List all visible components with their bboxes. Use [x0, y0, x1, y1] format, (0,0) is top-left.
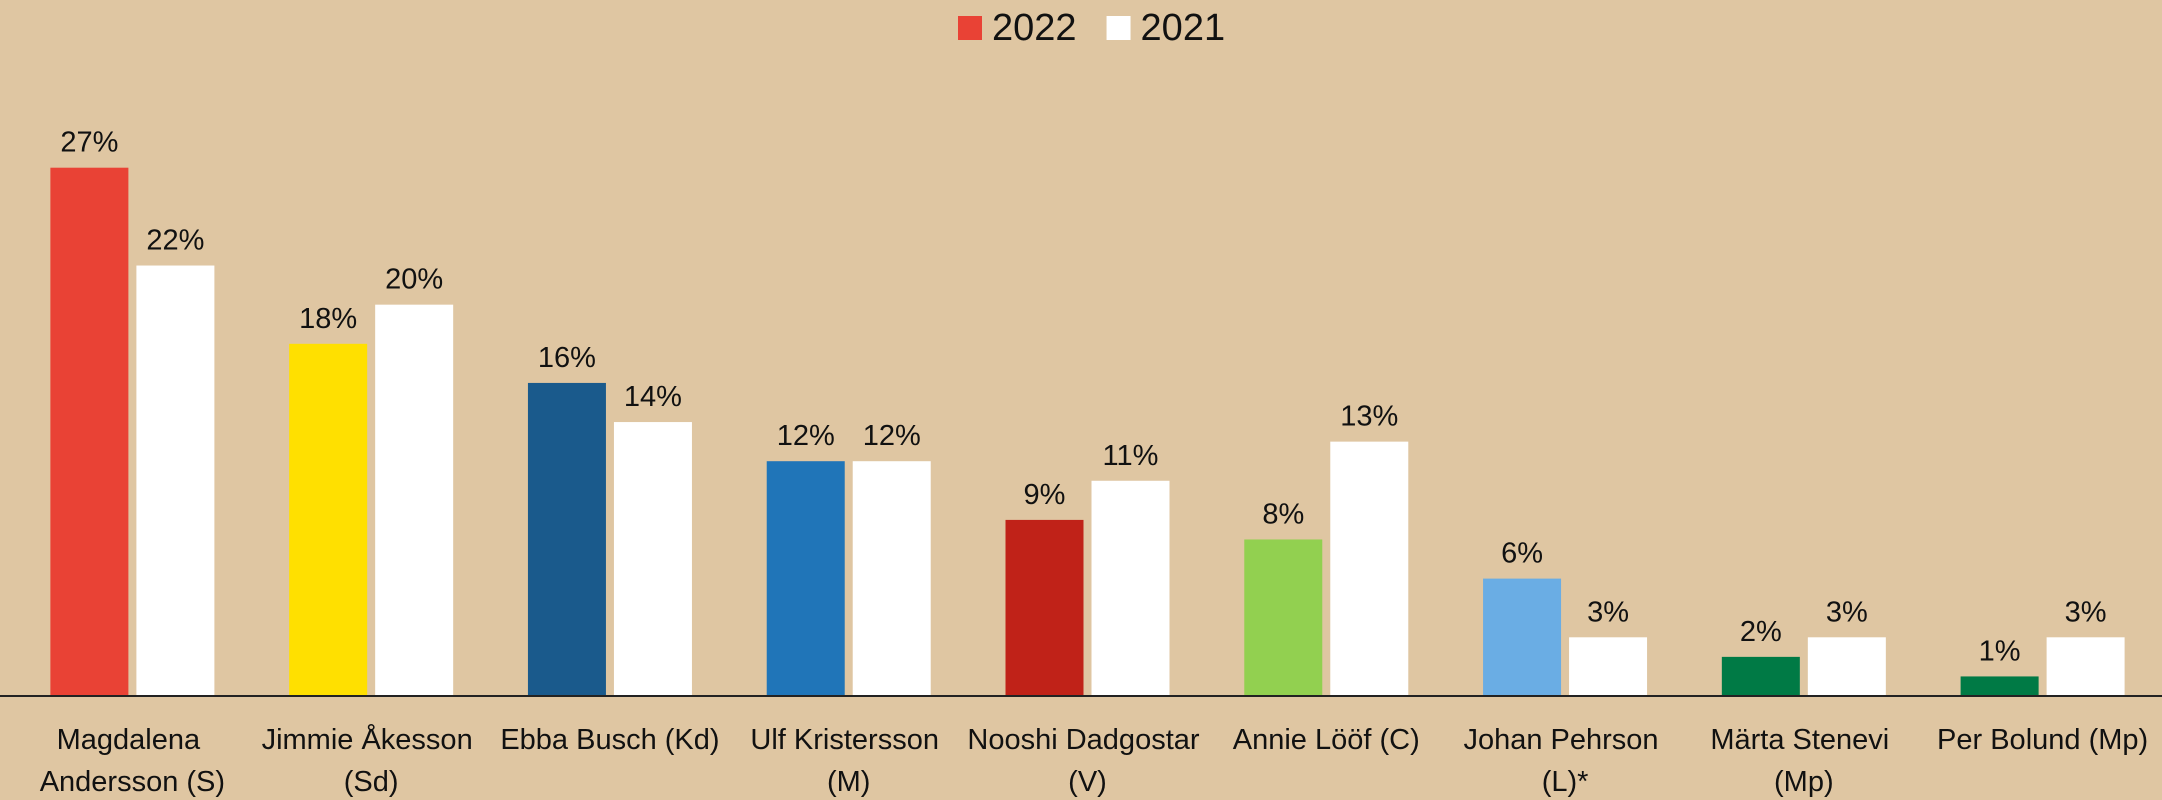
x-tick-label: Johan Pehrson (L)* — [1463, 724, 1666, 798]
data-label: 18% — [299, 303, 357, 335]
bar — [289, 343, 368, 696]
data-label: 3% — [2065, 596, 2107, 628]
x-tick-label: Jimmie Åkesson (Sd) — [262, 723, 481, 798]
bar — [1330, 441, 1409, 696]
data-label: 1% — [1979, 635, 2021, 667]
x-tick-label-line: Magdalena — [57, 724, 209, 756]
data-label: 14% — [624, 381, 682, 413]
bar — [1483, 578, 1562, 696]
bar — [1721, 656, 1800, 696]
x-tick-label-line: Annie Lööf (C) — [1233, 724, 1420, 756]
bar — [1005, 519, 1084, 696]
bar — [136, 265, 215, 696]
bar — [1960, 676, 2039, 696]
bar — [613, 422, 692, 696]
x-tick-label-line: Jimmie Åkesson — [262, 723, 481, 756]
x-tick-label: Magdalena Andersson (S) — [40, 724, 225, 798]
data-label: 12% — [863, 420, 921, 452]
x-tick-label-line: (M) — [827, 766, 870, 798]
data-label: 11% — [1103, 440, 1159, 472]
data-label: 6% — [1501, 538, 1543, 570]
data-label: 27% — [60, 127, 118, 159]
x-tick-label-line: (L)* — [1542, 766, 1589, 798]
x-tick-label: Ulf Kristersson (M) — [750, 724, 947, 798]
bar — [1569, 637, 1648, 696]
x-tick-label-line: (Sd) — [344, 766, 399, 798]
data-label: 16% — [538, 342, 596, 374]
x-tick-label-line: Nooshi Dadgostar — [967, 724, 1207, 756]
data-label: 13% — [1340, 401, 1398, 433]
x-tick-label-line: Märta Stenevi — [1710, 724, 1897, 756]
bar — [2046, 637, 2125, 696]
x-tick-label-line: Andersson (S) — [40, 766, 225, 798]
x-tick-label-line: Johan Pehrson — [1463, 724, 1666, 756]
legend-label: 2022 — [992, 7, 1077, 49]
x-tick-label-line: (Mp) — [1774, 766, 1834, 798]
x-tick-label: Annie Lööf (C) — [1233, 724, 1420, 756]
legend-swatch — [1106, 16, 1131, 40]
data-label: 20% — [385, 264, 443, 296]
data-label: 3% — [1587, 596, 1629, 628]
bar — [1091, 480, 1170, 696]
x-tick-label: Ebba Busch (Kd) — [500, 724, 719, 756]
bar — [375, 304, 454, 696]
x-tick-label: Per Bolund (Mp) — [1937, 724, 2148, 756]
x-tick-label: Nooshi Dadgostar (V) — [967, 724, 1207, 798]
data-label: 3% — [1826, 596, 1868, 628]
x-tick-label-line: Per Bolund (Mp) — [1937, 724, 2148, 756]
data-label: 2% — [1740, 616, 1782, 648]
data-label: 9% — [1024, 479, 1066, 511]
data-label: 12% — [777, 420, 835, 452]
data-label: 22% — [146, 225, 204, 257]
bar — [766, 461, 845, 696]
legend-swatch — [958, 16, 982, 40]
x-tick-label-line: (V) — [1068, 766, 1107, 798]
bar — [50, 167, 129, 696]
bar — [852, 461, 931, 696]
data-label: 8% — [1262, 498, 1304, 530]
legend-label: 2021 — [1141, 7, 1226, 49]
bar — [1244, 539, 1323, 696]
x-tick-label: Märta Stenevi (Mp) — [1710, 724, 1897, 798]
x-tick-label-line: Ebba Busch (Kd) — [500, 724, 719, 756]
x-tick-label-line: Ulf Kristersson — [750, 724, 947, 756]
bar — [1807, 637, 1886, 696]
bar — [527, 382, 606, 696]
